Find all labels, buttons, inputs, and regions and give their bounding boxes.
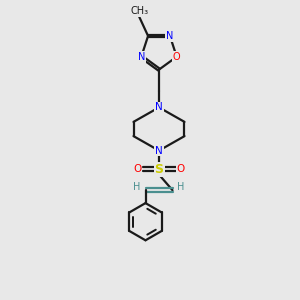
Text: N: N [155, 146, 163, 156]
Text: N: N [166, 31, 174, 41]
Text: O: O [177, 164, 185, 174]
Text: N: N [138, 52, 145, 62]
Text: O: O [173, 52, 181, 62]
Text: CH₃: CH₃ [130, 6, 148, 16]
Text: S: S [154, 163, 164, 176]
Text: N: N [155, 102, 163, 112]
Text: H: H [134, 182, 141, 192]
Text: H: H [177, 182, 184, 192]
Text: O: O [133, 164, 141, 174]
